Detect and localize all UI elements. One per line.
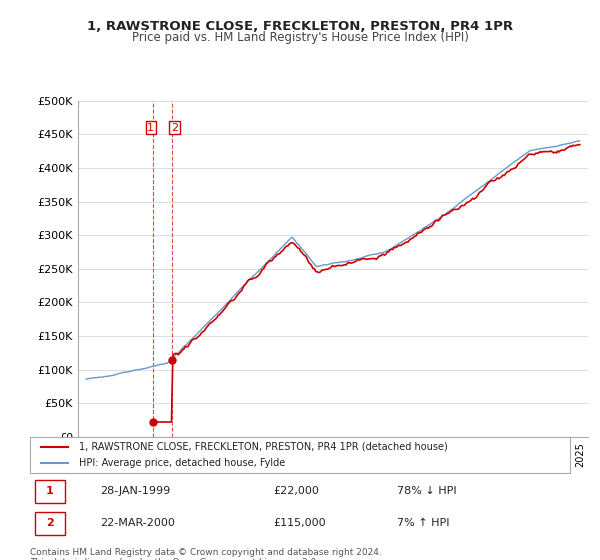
Text: 1, RAWSTRONE CLOSE, FRECKLETON, PRESTON, PR4 1PR: 1, RAWSTRONE CLOSE, FRECKLETON, PRESTON,… xyxy=(87,20,513,32)
Text: 2: 2 xyxy=(171,123,178,133)
FancyBboxPatch shape xyxy=(30,437,570,473)
FancyBboxPatch shape xyxy=(35,512,65,535)
Text: Contains HM Land Registry data © Crown copyright and database right 2024.
This d: Contains HM Land Registry data © Crown c… xyxy=(30,548,382,560)
Text: 1: 1 xyxy=(147,123,154,133)
Text: 1, RAWSTRONE CLOSE, FRECKLETON, PRESTON, PR4 1PR (detached house): 1, RAWSTRONE CLOSE, FRECKLETON, PRESTON,… xyxy=(79,442,448,452)
Text: 78% ↓ HPI: 78% ↓ HPI xyxy=(397,486,457,496)
Text: £115,000: £115,000 xyxy=(273,519,326,529)
Text: 1: 1 xyxy=(46,486,54,496)
Text: £22,000: £22,000 xyxy=(273,486,319,496)
Text: 7% ↑ HPI: 7% ↑ HPI xyxy=(397,519,450,529)
FancyBboxPatch shape xyxy=(35,479,65,503)
Text: Price paid vs. HM Land Registry's House Price Index (HPI): Price paid vs. HM Land Registry's House … xyxy=(131,31,469,44)
Text: 28-JAN-1999: 28-JAN-1999 xyxy=(100,486,170,496)
Text: HPI: Average price, detached house, Fylde: HPI: Average price, detached house, Fyld… xyxy=(79,458,285,468)
Text: 22-MAR-2000: 22-MAR-2000 xyxy=(100,519,175,529)
Text: 2: 2 xyxy=(46,519,54,529)
